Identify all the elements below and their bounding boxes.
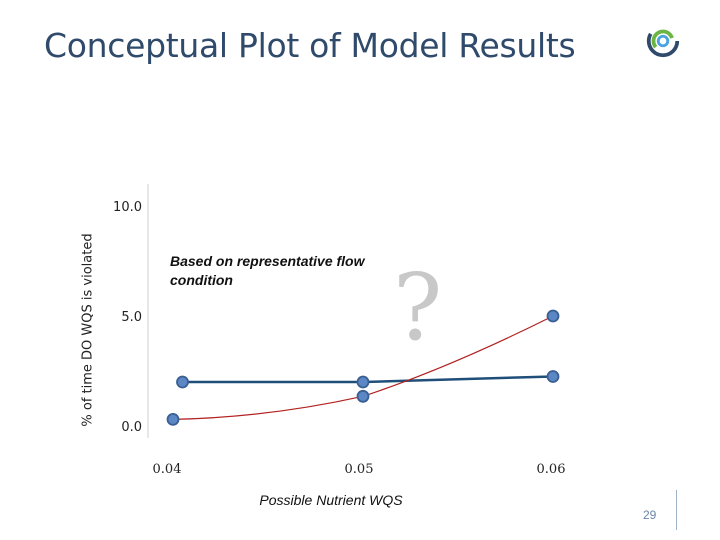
- data-point: [356, 389, 370, 403]
- data-point: [546, 370, 560, 383]
- data-point: [176, 375, 189, 389]
- slide-title: Conceptual Plot of Model Results: [44, 26, 576, 65]
- series-line-red: [172, 315, 554, 420]
- y-tick-label: 0.0: [121, 420, 142, 435]
- y-tick-label: 10.0: [113, 200, 142, 215]
- x-axis-label: Possible Nutrient WQS: [259, 492, 403, 508]
- data-point: [546, 309, 560, 323]
- y-tick-label: 5.0: [121, 310, 142, 325]
- x-tick-label: 0.05: [345, 462, 374, 477]
- data-point: [356, 375, 370, 389]
- x-tick-label: 0.06: [537, 462, 566, 477]
- page-number: 29: [643, 508, 657, 522]
- y-axis-label: % of time DO WQS is violated: [80, 233, 96, 427]
- logo-icon: [646, 24, 680, 58]
- x-tick-label: 0.04: [153, 462, 182, 477]
- data-point: [166, 412, 180, 426]
- annotation-text: Based on representative flow condition: [170, 253, 365, 288]
- page-number-divider: [676, 490, 677, 530]
- question-mark: ?: [393, 254, 443, 361]
